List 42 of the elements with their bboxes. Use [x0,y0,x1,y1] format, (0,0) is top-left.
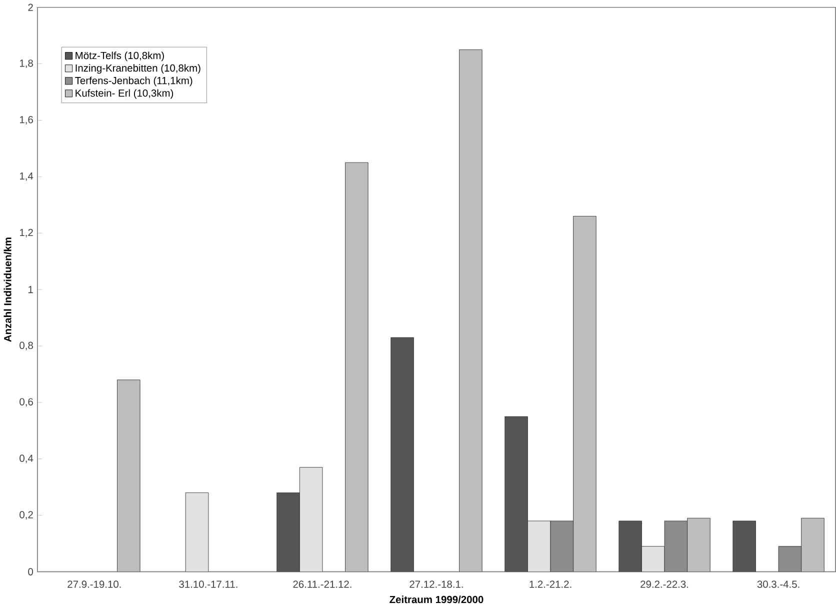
x-tick-label: 1.2.-21.2. [530,580,572,588]
x-tick-label: 31.10.-17.11. [179,580,238,588]
y-axis-title: Anzahl Individuen/km [4,238,12,342]
legend-label: Kufstein- Erl (10,3km) [76,89,174,99]
y-tick-label: 1,8 [20,60,33,68]
y-tick-label: 1,4 [20,172,34,181]
y-tick-label: 0 [28,568,34,576]
bar [664,520,688,572]
bar [527,520,551,572]
bar [117,380,140,572]
y-tick-label: 0,4 [20,454,34,464]
y-tick-label: 0,8 [20,342,33,350]
bar [345,162,368,572]
x-tick-label: 30.3.-4.5. [757,580,800,588]
bar [504,416,528,572]
bar [641,546,665,572]
x-tick-label: 29.2.-22.3. [640,580,688,588]
bar [276,492,300,572]
x-tick-label: 27.12.-18.1. [410,580,463,588]
bar [618,520,642,572]
y-tick-label: 1 [28,286,33,294]
bar [390,337,414,572]
bar [573,216,596,572]
bar [185,492,209,572]
bar [550,520,574,572]
legend-label: Inzing-Kranebitten (10,8km) [76,64,200,74]
y-tick-label: 1,6 [20,116,33,124]
legend-label: Mötz-Telfs (10,8km) [76,52,164,62]
bar [299,467,323,572]
bar [778,546,802,572]
legend-label: Terfens-Jenbach (11,1km) [75,76,192,86]
y-tick-label: 1,2 [20,228,33,238]
y-tick-label: 2 [28,4,33,11]
x-axis-title: Zeitraum 1999/2000 [390,596,484,604]
bar [459,49,482,572]
x-tick-label: 27.9.-19.10. [68,580,121,588]
bar [732,520,756,572]
bar [687,518,710,572]
y-tick-label: 0,6 [20,398,33,407]
y-tick-label: 0,2 [20,511,33,520]
bar [801,518,824,572]
x-tick-label: 26.11.-21.12. [293,580,352,588]
